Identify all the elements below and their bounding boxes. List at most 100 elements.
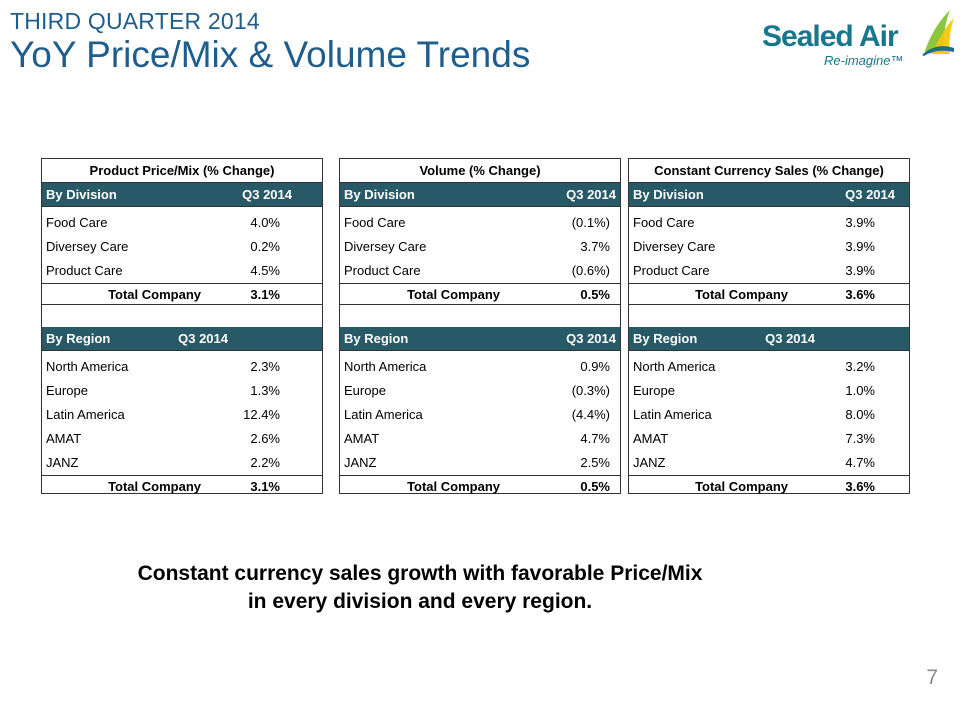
row-value: 0.2% [250,239,280,254]
row-value: 1.3% [250,383,280,398]
row-label: North America [46,359,129,374]
region-header-band: By Region Q3 2014 [42,327,322,351]
table-row: AMAT 7.3% [629,427,909,451]
row-value: 4.0% [250,215,280,230]
row-label: AMAT [633,431,669,446]
row-value: 2.5% [580,455,610,470]
table-row: North America 3.2% [629,355,909,379]
row-value: 2.2% [250,455,280,470]
table-panel: Volume (% Change) By Division Q3 2014 Food … [339,158,621,494]
slide-kicker: THIRD QUARTER 2014 [10,8,260,34]
total-label: Total Company [108,287,201,302]
division-header-band: By Division Q3 2014 [629,183,909,207]
region-total-row: Total Company 3.6% [629,475,909,497]
table-row: Diversey Care 0.2% [42,235,322,259]
row-label: Europe [633,383,675,398]
table-row: Latin America (4.4%) [340,403,620,427]
row-value: 0.9% [580,359,610,374]
table-row: Diversey Care 3.7% [340,235,620,259]
panel-title: Product Price/Mix (% Change) [42,159,322,183]
division-header-band: By Division Q3 2014 [340,183,620,207]
row-label: North America [633,359,716,374]
row-label: AMAT [344,431,380,446]
row-label: Food Care [633,215,695,230]
total-label: Total Company [695,287,788,302]
division-total-row: Total Company 3.1% [42,283,322,305]
table-row: Europe 1.0% [629,379,909,403]
total-value: 3.6% [845,287,875,302]
table-row: Diversey Care 3.9% [629,235,909,259]
row-label: Product Care [46,263,123,278]
total-value: 0.5% [580,287,610,302]
table-row: JANZ 2.5% [340,451,620,475]
table-row: Product Care 3.9% [629,259,909,283]
division-header-label: By Division [633,187,704,202]
row-label: Europe [344,383,386,398]
row-label: Food Care [46,215,108,230]
total-label: Total Company [407,287,500,302]
region-header-label: By Region [46,331,111,346]
table-panel: Constant Currency Sales (% Change) By Div… [628,158,910,494]
row-label: Product Care [633,263,710,278]
division-header-band: By Division Q3 2014 [42,183,322,207]
row-value: 4.5% [250,263,280,278]
table-row: Food Care 4.0% [42,211,322,235]
panel-title: Constant Currency Sales (% Change) [629,159,909,183]
row-label: North America [344,359,427,374]
division-header-period: Q3 2014 [242,187,292,202]
row-label: Latin America [344,407,423,422]
caption-line-2: in every division and every region. [247,590,593,613]
table-row: Latin America 12.4% [42,403,322,427]
division-header-period: Q3 2014 [566,187,616,202]
row-value: 3.2% [845,359,875,374]
row-value: 3.7% [580,239,610,254]
row-value: (0.6%) [571,263,610,278]
region-header-band: By Region Q3 2014 [340,327,620,351]
panel-title: Volume (% Change) [340,159,620,183]
sealed-air-logo: Sealed Air Re-imagine™ [762,8,958,74]
row-label: Diversey Care [46,239,129,254]
row-value: 2.3% [250,359,280,374]
division-header-period: Q3 2014 [845,187,895,202]
row-value: 8.0% [845,407,875,422]
total-value: 3.6% [845,479,875,494]
row-value: 2.6% [250,431,280,446]
region-rows: North America 2.3% Europe 1.3% Latin America… [42,351,322,475]
row-value: 4.7% [580,431,610,446]
division-header-label: By Division [46,187,117,202]
region-header-period: Q3 2014 [566,331,616,346]
table-row: Food Care (0.1%) [340,211,620,235]
slide-header: THIRD QUARTER 2014 YoY Price/Mix & Volum… [10,8,530,76]
table-row: Latin America 8.0% [629,403,909,427]
division-rows: Food Care 3.9% Diversey Care 3.9% Product Ca… [629,207,909,283]
row-label: JANZ [46,455,79,470]
region-total-row: Total Company 0.5% [340,475,620,497]
table-row: North America 0.9% [340,355,620,379]
row-value: (4.4%) [571,407,610,422]
row-label: Diversey Care [344,239,427,254]
row-label: Food Care [344,215,406,230]
division-total-row: Total Company 0.5% [340,283,620,305]
total-label: Total Company [695,479,788,494]
total-label: Total Company [407,479,500,494]
total-value: 3.1% [250,479,280,494]
row-value: 3.9% [845,263,875,278]
region-rows: North America 3.2% Europe 1.0% Latin America… [629,351,909,475]
division-rows: Food Care 4.0% Diversey Care 0.2% Product Ca… [42,207,322,283]
section-spacer [42,305,322,327]
table-row: Product Care 4.5% [42,259,322,283]
table-row: JANZ 4.7% [629,451,909,475]
division-header-label: By Division [344,187,415,202]
row-label: Product Care [344,263,421,278]
region-header-label: By Region [344,331,409,346]
table-row: Product Care (0.6%) [340,259,620,283]
row-label: Latin America [633,407,712,422]
row-label: Diversey Care [633,239,716,254]
slide-title: YoY Price/Mix & Volume Trends [10,34,531,75]
row-value: 3.9% [845,239,875,254]
region-rows: North America 0.9% Europe (0.3%) Latin Ameri… [340,351,620,475]
row-value: 1.0% [845,383,875,398]
section-spacer [629,305,909,327]
table-row: Food Care 3.9% [629,211,909,235]
sail-icon [922,10,954,56]
